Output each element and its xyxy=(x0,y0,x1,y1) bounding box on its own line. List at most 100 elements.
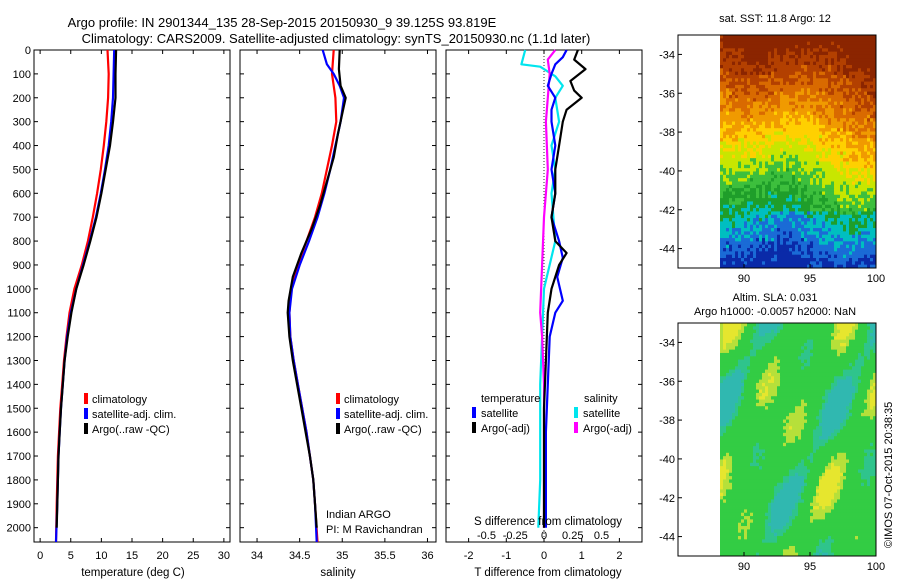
sst-cell xyxy=(777,104,781,109)
sst-cell xyxy=(738,198,742,202)
sst-cell xyxy=(852,211,856,216)
sla-cell xyxy=(789,332,793,337)
sst-cell xyxy=(858,38,862,43)
sla-cell xyxy=(771,379,775,384)
sst-cell xyxy=(867,201,871,206)
sla-cell xyxy=(837,362,841,367)
sst-cell xyxy=(753,264,757,268)
sst-cell xyxy=(768,214,772,219)
sla-cell xyxy=(729,379,733,384)
sst-cell xyxy=(846,211,850,216)
sst-cell xyxy=(747,68,751,73)
sla-cell xyxy=(822,342,826,347)
sst-cell xyxy=(873,194,876,199)
sla-cell xyxy=(852,336,856,341)
sst-cell xyxy=(750,218,754,222)
sst-cell xyxy=(771,111,775,116)
sst-cell xyxy=(849,48,853,53)
sst-cell xyxy=(786,174,790,179)
sst-cell xyxy=(756,238,760,242)
sst-cell xyxy=(756,204,760,209)
sst-cell xyxy=(741,234,745,239)
sla-cell xyxy=(822,376,826,380)
sst-cell xyxy=(798,218,802,222)
legend-label-satellite: satellite-adj. clim. xyxy=(92,409,176,421)
sst-cell xyxy=(780,211,784,216)
sst-cell xyxy=(837,248,841,252)
sst-cell xyxy=(849,248,853,252)
sst-cell xyxy=(819,194,823,199)
sst-cell xyxy=(819,254,823,259)
sla-cell xyxy=(789,359,793,364)
sst-cell xyxy=(843,54,847,59)
sst-cell xyxy=(723,88,727,92)
sst-cell xyxy=(753,231,757,236)
sla-cell xyxy=(810,349,814,354)
sla-cell xyxy=(759,362,763,367)
sst-cell xyxy=(753,74,757,79)
sst-cell xyxy=(741,164,745,169)
sla-cell xyxy=(825,323,829,327)
sla-cell xyxy=(720,362,724,367)
sst-cell xyxy=(723,71,727,76)
sst-cell xyxy=(858,91,862,96)
sst-cell xyxy=(870,141,874,146)
sst-cell xyxy=(813,248,817,252)
sst-cell xyxy=(828,51,832,56)
sst-cell xyxy=(804,201,808,206)
depth-tick-label: 0 xyxy=(25,45,31,57)
sst-cell xyxy=(729,51,733,56)
sst-cell xyxy=(873,54,876,59)
sst-cell xyxy=(840,184,844,189)
sst-cell xyxy=(837,164,841,169)
sst-cell xyxy=(822,221,826,226)
sst-cell xyxy=(747,84,751,89)
sst-cell xyxy=(840,38,844,43)
sst-cell xyxy=(840,58,844,63)
sst-cell xyxy=(810,141,814,146)
sla-cell xyxy=(777,349,781,354)
sst-cell xyxy=(840,138,844,142)
sla-cell xyxy=(771,362,775,367)
sla-cell xyxy=(756,389,760,394)
sst-cell xyxy=(756,51,760,56)
sst-cell xyxy=(729,134,733,139)
sst-cell xyxy=(762,78,766,82)
sst-cell xyxy=(819,35,823,39)
sla-cell xyxy=(852,349,856,354)
sla-cell xyxy=(834,332,838,337)
sla-cell xyxy=(765,382,769,387)
sst-cell xyxy=(849,44,853,49)
sst-cell xyxy=(732,244,736,249)
sst-cell xyxy=(816,221,820,226)
sla-cell xyxy=(831,372,835,377)
sla-cell xyxy=(786,323,790,327)
sst-cell xyxy=(741,134,745,139)
sst-cell xyxy=(828,64,832,69)
sst-cell xyxy=(831,124,835,129)
sst-cell xyxy=(723,171,727,176)
sst-cell xyxy=(720,35,724,39)
sst-cell xyxy=(798,138,802,142)
x-tick-label: 34 xyxy=(251,550,263,562)
sla-cell xyxy=(795,376,799,380)
sst-cell xyxy=(780,174,784,179)
sla-cell xyxy=(816,376,820,380)
sst-cell xyxy=(813,201,817,206)
sst-cell xyxy=(861,191,865,196)
sst-cell xyxy=(750,88,754,92)
sst-cell xyxy=(744,108,748,112)
sla-cell xyxy=(729,376,733,380)
sst-cell xyxy=(861,238,865,242)
sst-cell xyxy=(819,41,823,46)
sst-cell xyxy=(747,221,751,226)
sst-cell xyxy=(747,131,751,136)
sla-cell xyxy=(780,382,784,387)
sla-cell xyxy=(807,359,811,364)
sst-cell xyxy=(723,144,727,149)
sst-cell xyxy=(801,241,805,246)
sla-cell xyxy=(810,356,814,361)
sla-cell xyxy=(843,339,847,344)
sla-cell xyxy=(834,352,838,357)
sst-cell xyxy=(831,51,835,56)
